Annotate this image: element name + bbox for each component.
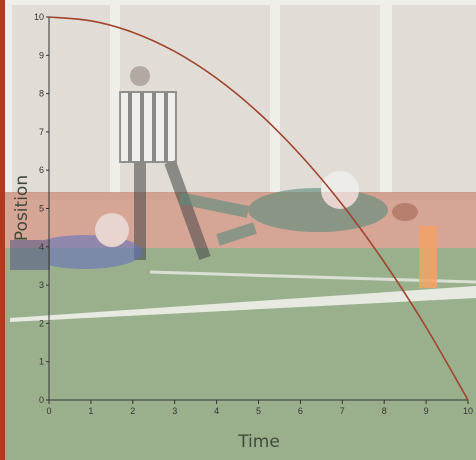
x-ticks: 0 1 2 3 4 5 6 7 8 9 10	[46, 400, 473, 416]
x-tick-label: 2	[130, 406, 135, 416]
x-tick-label: 9	[424, 406, 429, 416]
y-tick-label: 5	[39, 204, 44, 214]
y-axis-label: Position	[12, 175, 32, 241]
y-tick-label: 9	[39, 50, 44, 60]
x-tick-label: 8	[382, 406, 387, 416]
referee	[119, 66, 211, 261]
y-tick-label: 8	[39, 89, 44, 99]
y-tick-label: 10	[34, 12, 44, 22]
accent-bar	[0, 0, 5, 460]
x-tick-label: 1	[88, 406, 93, 416]
y-tick-label: 4	[39, 242, 44, 252]
y-tick-label: 1	[39, 357, 44, 367]
x-tick-label: 3	[172, 406, 177, 416]
playing-field	[0, 248, 476, 460]
series-line	[48, 16, 469, 401]
y-tick-label: 0	[39, 395, 44, 405]
x-tick-label: 6	[298, 406, 303, 416]
y-ticks: 0 1 2 3 4 5 6 7 8 9 10	[34, 12, 49, 405]
pylon	[419, 226, 437, 288]
x-tick-label: 7	[340, 406, 345, 416]
tackler-player	[10, 213, 143, 270]
y-tick-label: 3	[39, 280, 44, 290]
field-line	[10, 286, 476, 322]
diving-player	[178, 171, 418, 246]
x-tick-label: 0	[46, 406, 51, 416]
y-tick-label: 7	[39, 127, 44, 137]
y-tick-label: 6	[39, 165, 44, 175]
x-tick-label: 10	[463, 406, 473, 416]
y-tick-label: 2	[39, 318, 44, 328]
stadium-stands	[12, 5, 476, 193]
x-tick-label: 5	[256, 406, 261, 416]
x-axis-label: Time	[237, 432, 280, 452]
x-tick-label: 4	[214, 406, 219, 416]
